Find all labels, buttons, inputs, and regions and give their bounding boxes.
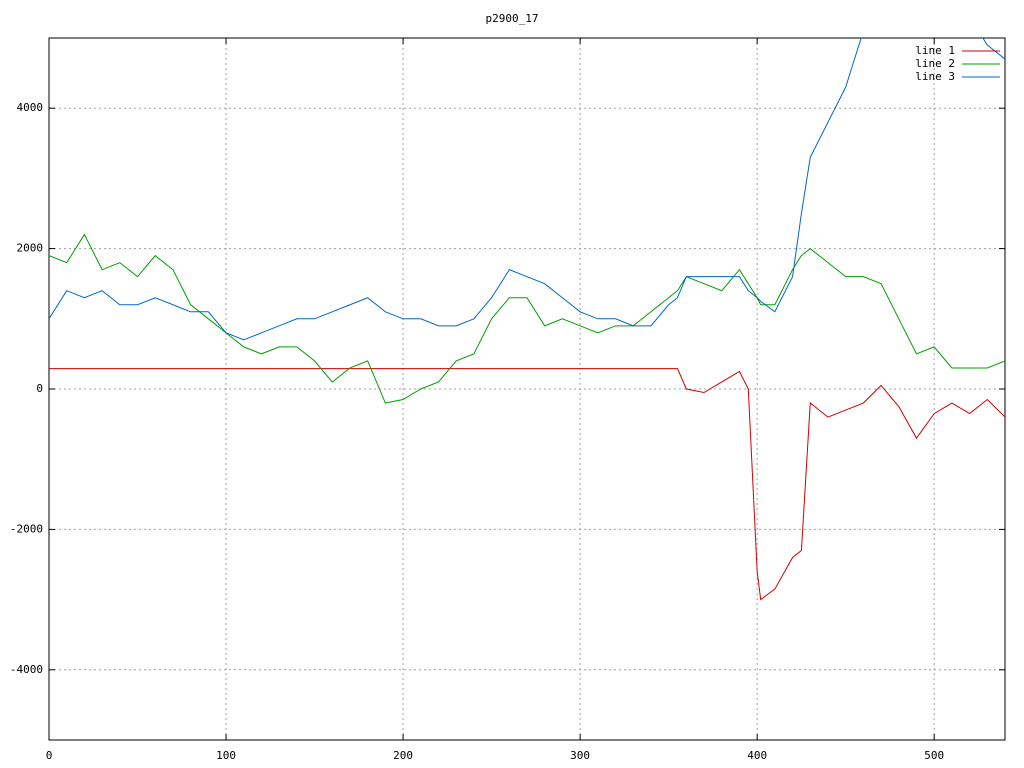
chart-title: p2900_17 xyxy=(486,12,539,25)
legend-label: line 2 xyxy=(915,57,955,70)
x-tick-label: 0 xyxy=(46,749,53,762)
y-tick-label: 0 xyxy=(36,382,43,395)
x-tick-label: 200 xyxy=(393,749,413,762)
x-tick-label: 100 xyxy=(216,749,236,762)
data-line xyxy=(49,368,1005,601)
plot-area xyxy=(49,38,1005,601)
legend-label: line 3 xyxy=(915,70,955,83)
x-tick-label: 400 xyxy=(747,749,767,762)
x-tick-label: 500 xyxy=(924,749,944,762)
x-tick-label: 300 xyxy=(570,749,590,762)
legend-label: line 1 xyxy=(915,44,955,57)
y-tick-label: -4000 xyxy=(10,663,43,676)
y-tick-label: -2000 xyxy=(10,522,43,535)
data-line xyxy=(49,38,1005,341)
data-line xyxy=(49,233,1005,404)
y-tick-label: 4000 xyxy=(17,101,44,114)
plot-border xyxy=(48,37,1006,741)
y-tick-label: 2000 xyxy=(17,242,44,255)
